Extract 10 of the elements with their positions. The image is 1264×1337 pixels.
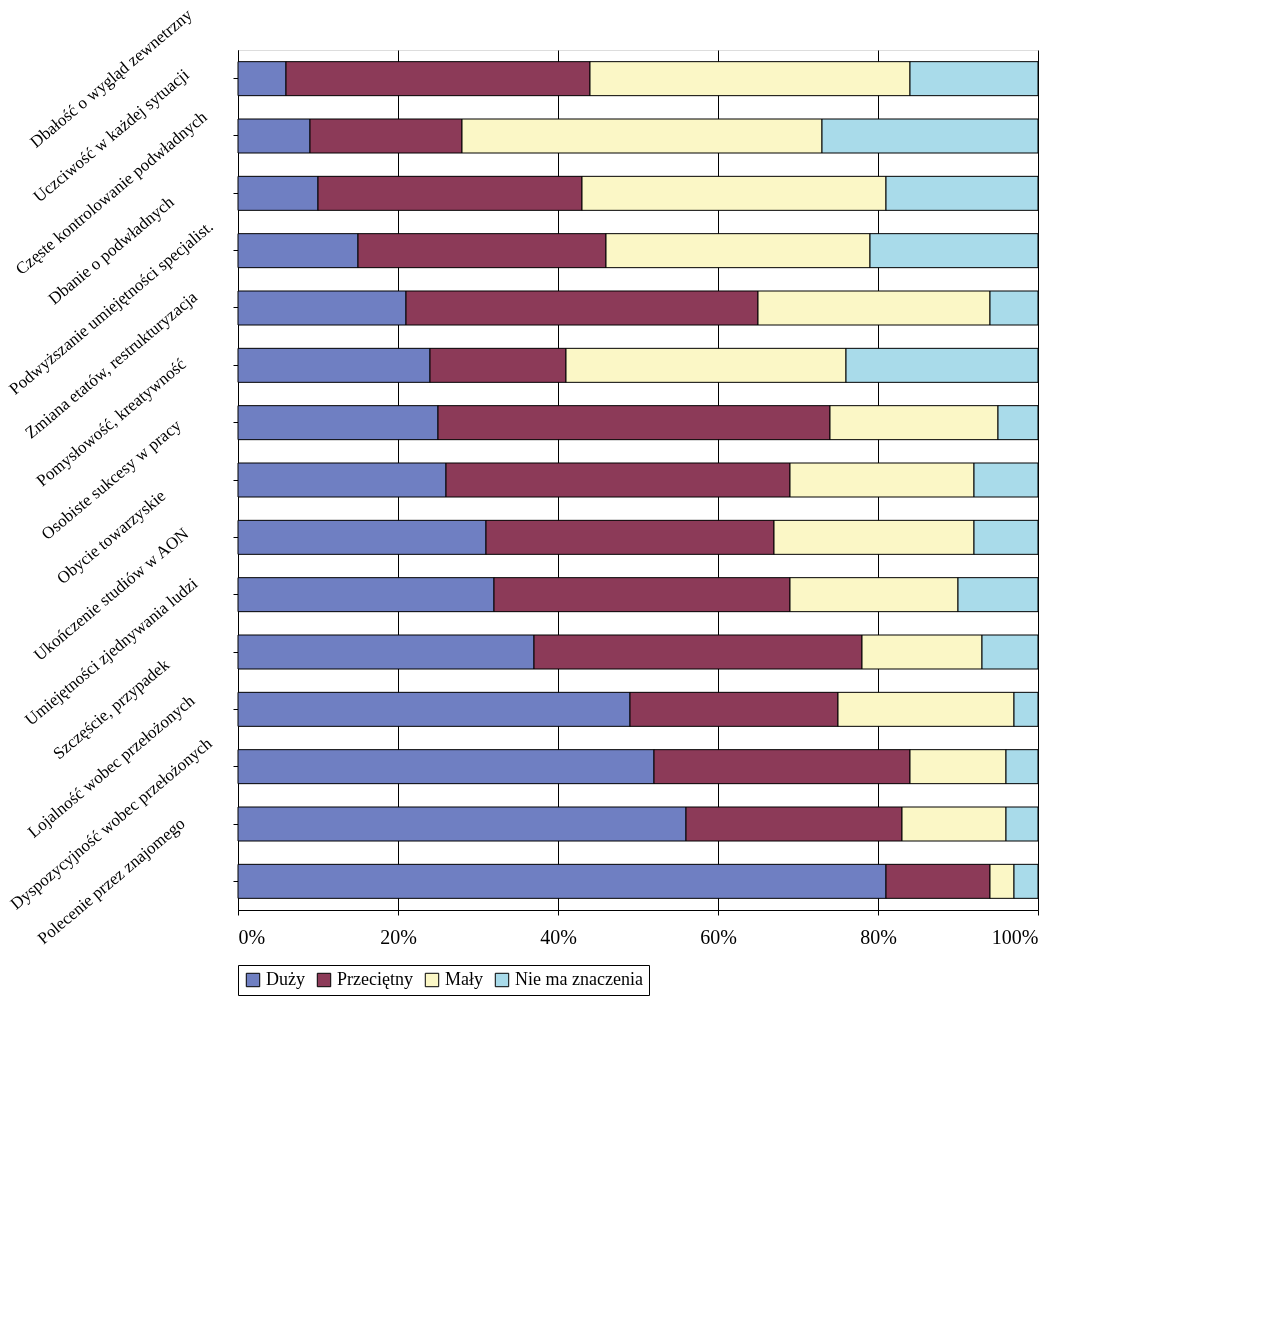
legend-label: Nie ma znaczenia bbox=[515, 969, 643, 989]
legend-label: Duży bbox=[266, 969, 305, 989]
legend-label: Przeciętny bbox=[337, 969, 413, 989]
x-tick-label: 0% bbox=[238, 925, 266, 948]
x-tick-label: 40% bbox=[540, 925, 577, 948]
x-tick-label: 60% bbox=[700, 925, 737, 948]
x-tick-label: 80% bbox=[860, 925, 897, 948]
legend-label: Mały bbox=[445, 969, 483, 989]
x-tick-label: 20% bbox=[380, 925, 417, 948]
x-tick-label: 100% bbox=[991, 925, 1039, 948]
